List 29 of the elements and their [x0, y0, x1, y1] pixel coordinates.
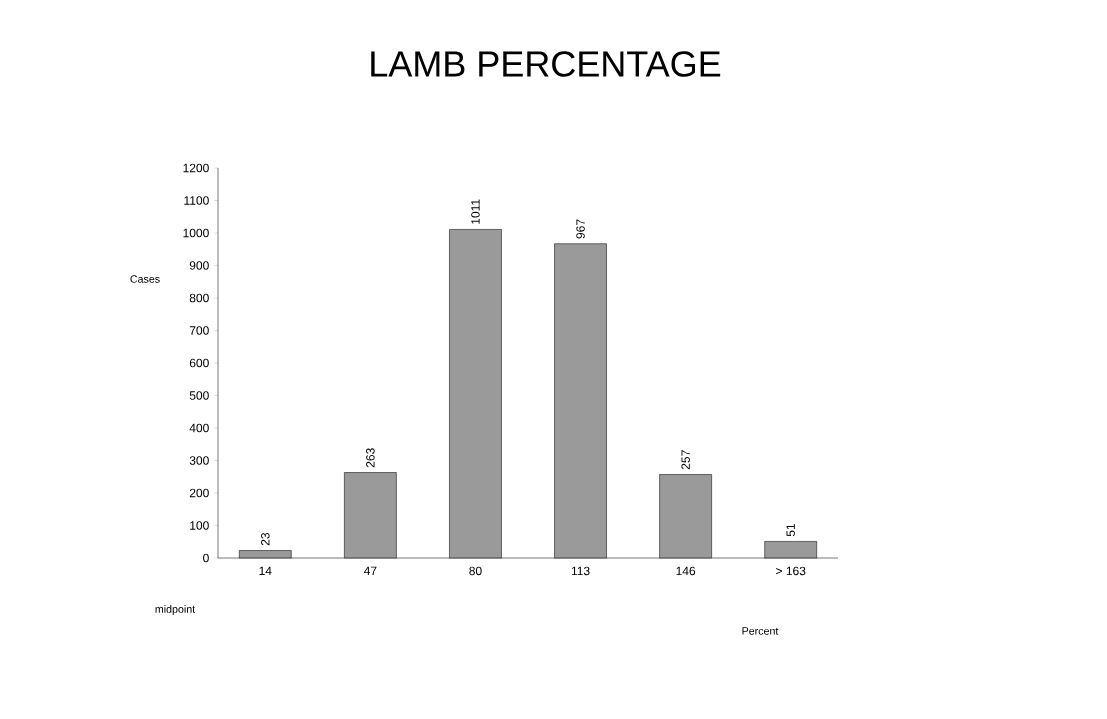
text: midpoint — [155, 605, 196, 615]
y-tick-label: 600 — [189, 358, 209, 368]
data-label: 1011 — [471, 199, 480, 224]
y-tick-label: 700 — [189, 326, 209, 335]
x-tick-label: 113 — [571, 566, 590, 576]
y-tick-label: 800 — [189, 293, 209, 303]
y-tick-label: 500 — [189, 391, 209, 400]
y-tick-label: 400 — [189, 423, 209, 433]
data-label: 967 — [576, 219, 585, 239]
y-tick-label: 100 — [190, 521, 209, 530]
y-tick-label: 1000 — [183, 228, 209, 238]
data-label: 263 — [366, 448, 375, 468]
y-tick-label: 300 — [189, 456, 209, 465]
chart-title: LAMB PERCENTAGE — [371, 51, 721, 77]
y-tick-label: 0 — [203, 553, 209, 563]
text: Cases — [130, 275, 160, 283]
y-tick-label: 1200 — [183, 163, 209, 173]
data-label: 257 — [681, 450, 690, 470]
x-tick-label: 146 — [676, 566, 696, 576]
y-tick-label: 1100 — [184, 196, 209, 205]
x-tick-label: 47 — [363, 566, 377, 575]
x-tick-label: 80 — [469, 566, 482, 576]
y-tick-label: 900 — [189, 261, 209, 270]
y-tick-label: 200 — [189, 488, 209, 498]
x-tick-label: > 163 — [776, 566, 806, 576]
x-tick-label: 14 — [259, 566, 272, 575]
data-label: 23 — [261, 532, 270, 546]
text: Percent — [742, 627, 779, 635]
data-label: 51 — [786, 523, 795, 537]
